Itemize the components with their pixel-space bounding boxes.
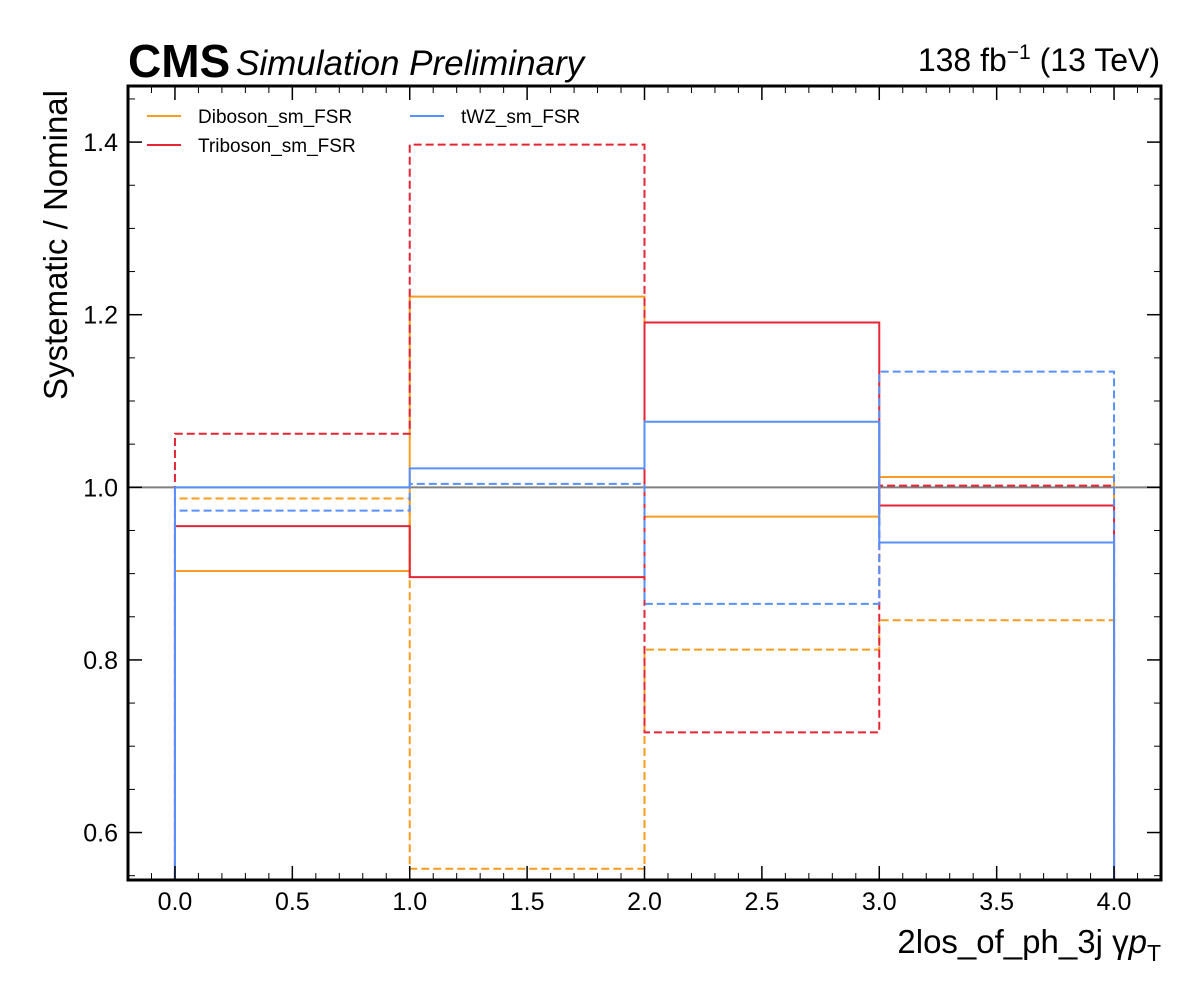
x-tick-label: 0.0 (158, 888, 193, 916)
x-tick-label: 3.0 (862, 888, 897, 916)
luminosity-label: 138 fb−1 (13 TeV) (918, 41, 1160, 78)
x-tick-label: 1.5 (510, 888, 545, 916)
x-axis-title-sub: T (1147, 940, 1161, 966)
y-tick-label: 0.8 (83, 647, 118, 675)
experiment-label: CMS (128, 35, 230, 87)
y-tick-label: 1.4 (83, 129, 118, 157)
lumi-exponent: −1 (1007, 41, 1031, 64)
x-tick-label: 3.5 (979, 888, 1014, 916)
legend: Diboson_sm_FSR Triboson_sm_FSR tWZ_sm_FSR (147, 107, 580, 157)
legend-label: tWZ_sm_FSR (461, 107, 580, 128)
x-tick-label: 0.5 (275, 888, 310, 916)
series-diboson-sm-fsr-down (173, 497, 1116, 880)
lumi-energy-space (1031, 42, 1040, 78)
x-axis-title-text: 2los_of_ph_3j γ (897, 923, 1129, 960)
x-axis-title: 2los_of_ph_3j γpT (897, 923, 1161, 966)
legend-label: Diboson_sm_FSR (198, 107, 352, 128)
lumi-value: 138 fb (918, 42, 1007, 78)
lumi-energy: (13 TeV) (1040, 42, 1160, 78)
x-axis-title-var: p (1128, 923, 1147, 960)
x-tick-label: 1.0 (392, 888, 427, 916)
plot-frame (126, 84, 1163, 882)
status-label: Simulation Preliminary (236, 44, 587, 83)
series-twz-sm-fsr-down (173, 370, 1116, 880)
series-twz-sm-fsr-up (173, 420, 1116, 880)
y-tick-label: 1.2 (83, 302, 118, 330)
y-tick-label: 1.0 (83, 474, 118, 502)
x-tick-label: 4.0 (1097, 888, 1132, 916)
y-tick-label: 0.6 (83, 820, 118, 848)
series-triboson-sm-fsr-down (173, 143, 1116, 880)
legend-label: Triboson_sm_FSR (198, 136, 356, 157)
x-tick-label: 2.0 (627, 888, 662, 916)
x-tick-label: 2.5 (745, 888, 780, 916)
y-axis-title: Systematic / Nominal (37, 90, 74, 400)
